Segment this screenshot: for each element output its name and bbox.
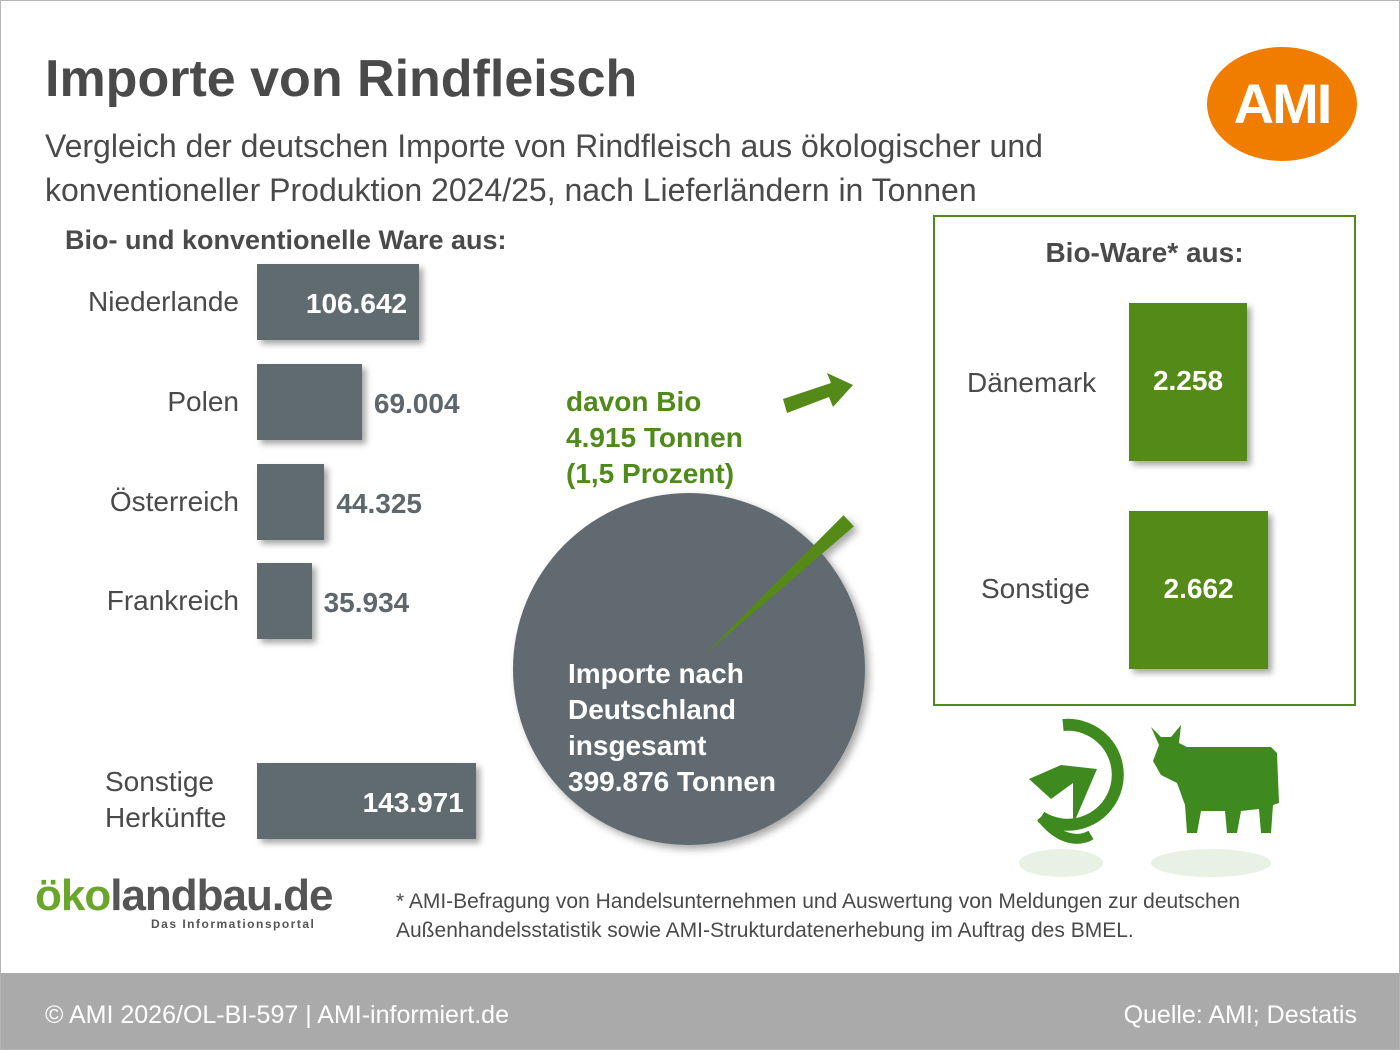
footnote: * AMI-Befragung von Handelsunternehmen u… (396, 887, 1376, 945)
bio-share-line: (1,5 Prozent) (566, 458, 735, 489)
page-subtitle: Vergleich der deutschen Importe von Rind… (45, 124, 1165, 212)
page-title: Importe von Rindfleisch (45, 50, 638, 108)
okolandbau-logo: ökolandbau.de Das Informationsportal (35, 871, 333, 931)
icon-group (1019, 718, 1279, 877)
recycle-arrow-icon (1019, 718, 1124, 877)
country-label-line: Polen (167, 386, 239, 417)
pie-label-line: Importe nach (568, 658, 744, 689)
country-label: Frankreich (39, 585, 239, 617)
subtitle-line-2: konventioneller Produktion 2024/25, nach… (45, 172, 977, 208)
pie-label-line: 399.876 Tonnen (568, 766, 777, 797)
bio-bar (1129, 511, 1269, 669)
pie-slice-bio (703, 515, 854, 656)
country-label-line: Herkünfte (105, 802, 227, 833)
pie-label-line: Deutschland (568, 694, 737, 725)
conventional-bar (257, 563, 312, 639)
country-label-line: Österreich (109, 486, 239, 517)
bar-value-label: 35.934 (323, 587, 410, 618)
country-label: Polen (39, 386, 239, 418)
okolandbau-tagline: Das Informationsportal (151, 917, 316, 931)
arrow-right-icon (783, 373, 853, 413)
bio-share-line: davon Bio (566, 386, 702, 417)
country-label-line: Niederlande (88, 286, 239, 317)
bio-country-label: Sonstige (981, 573, 1090, 604)
ami-logo: AMI (1207, 47, 1357, 161)
footer-bar: © AMI 2026/OL-BI-597 | AMI-informiert.de… (1, 973, 1399, 1049)
okolandbau-prefix: öko (35, 871, 111, 920)
total-imports-pie (513, 373, 865, 845)
country-label-line: Sonstige (105, 766, 214, 797)
bio-country-label: Dänemark (967, 367, 1097, 398)
bio-bar (1129, 303, 1247, 461)
bar-value-label: 106.642 (305, 288, 408, 319)
footnote-line-1: * AMI-Befragung von Handelsunternehmen u… (396, 890, 1241, 913)
conventional-bar (257, 763, 476, 839)
subtitle-line-1: Vergleich der deutschen Importe von Rind… (45, 128, 1043, 164)
bio-bar-value: 2.258 (1152, 365, 1224, 396)
pie-total-label: Importe nach Deutschland insgesamt 399.8… (568, 656, 776, 800)
country-label: Sonstige Herkünfte (105, 764, 255, 836)
conventional-bar (257, 364, 362, 440)
bio-chart-title: Bio-Ware* aus: (1045, 237, 1244, 268)
okolandbau-wordmark: ökolandbau.de (35, 871, 333, 921)
country-label: Niederlande (39, 286, 239, 318)
bio-bar-value: 2.662 (1163, 573, 1234, 604)
bar-value-label: 69.004 (373, 388, 460, 419)
conventional-bar (257, 264, 420, 340)
bar-value-label: 44.325 (336, 488, 422, 519)
bio-chart-box: Bio-Ware* aus: 2.258 Dänemark 2.662 Sonstig… (933, 215, 1356, 706)
pie-slice-conventional (513, 493, 865, 845)
footer-copyright: © AMI 2026/OL-BI-597 | AMI-informiert.de (45, 1001, 509, 1029)
country-label-line: Frankreich (106, 585, 239, 616)
left-chart-title: Bio- und konventionelle Ware aus: (65, 225, 507, 255)
bar-value-label: 143.971 (362, 787, 464, 818)
country-label: Österreich (39, 486, 239, 518)
bio-share-label: davon Bio 4.915 Tonnen (1,5 Prozent) (566, 384, 743, 492)
footnote-line-2: Außenhandelsstatistik sowie AMI-Struktur… (396, 919, 1134, 942)
cow-icon (1151, 725, 1279, 877)
pie-label-line: insgesamt (568, 730, 707, 761)
bio-share-line: 4.915 Tonnen (566, 422, 743, 453)
footer-source: Quelle: AMI; Destatis (1123, 1001, 1357, 1029)
conventional-bar (257, 464, 325, 540)
okolandbau-suffix: landbau.de (110, 871, 333, 920)
